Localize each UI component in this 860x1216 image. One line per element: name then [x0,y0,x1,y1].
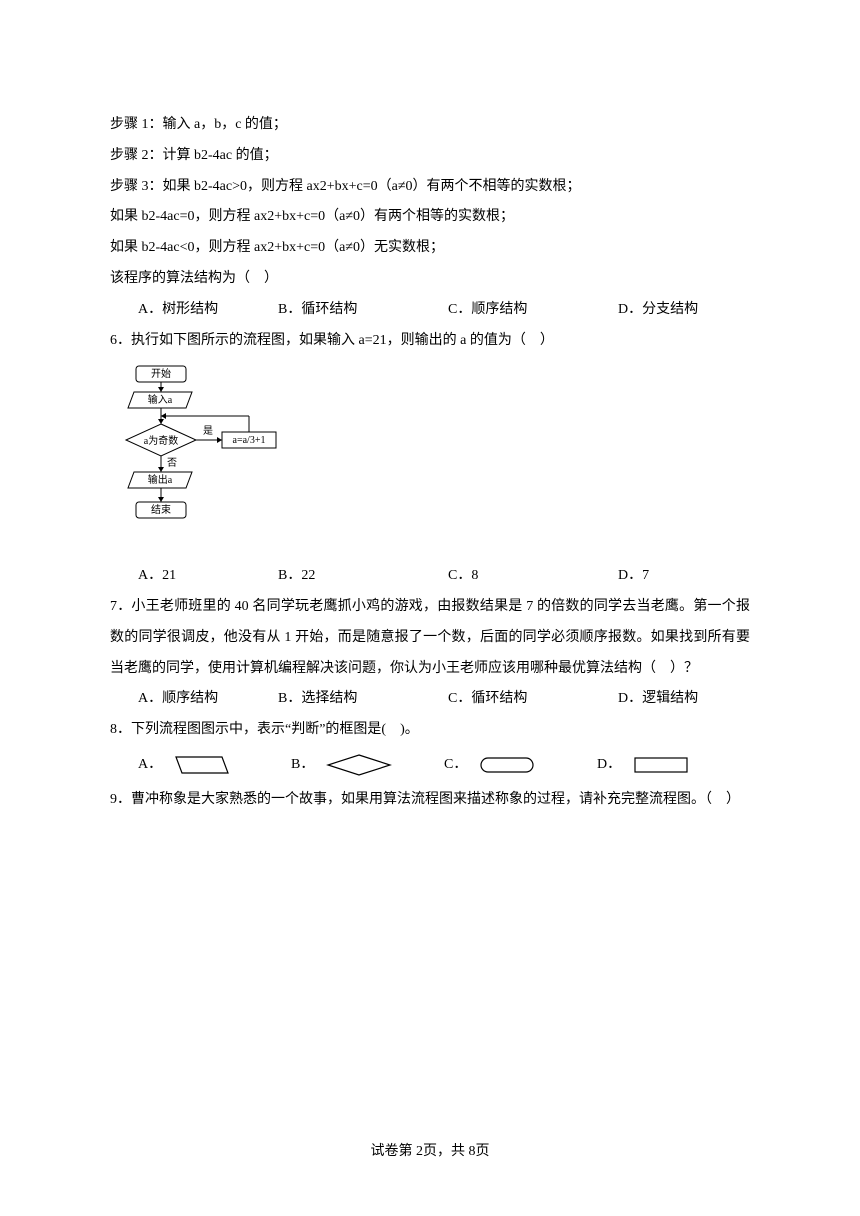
rect-icon [631,753,691,777]
page-footer: 试卷第 2页，共 8页 [0,1137,860,1168]
fc-input: 输入a [148,393,173,406]
fc-no-label: 否 [167,457,177,469]
q8-option-a[interactable]: A． [138,750,291,781]
q5-option-d[interactable]: D．分支结构 [618,295,758,326]
q5-option-a[interactable]: A．树形结构 [138,295,278,326]
q8-option-c[interactable]: C． [444,750,597,781]
q8-label-d: D． [597,750,621,781]
q6-options: A．21 B．22 C．8 D．7 [110,561,750,592]
q8-label-c: C． [444,750,467,781]
q6-stem: 6．执行如下图所示的流程图，如果输入 a=21，则输出的 a 的值为（ ） [110,326,750,357]
q8-label-b: B． [291,750,314,781]
q7-option-b[interactable]: B．选择结构 [278,684,448,715]
q6-option-b[interactable]: B．22 [278,561,448,592]
q9-stem: 9．曹冲称象是大家熟悉的一个故事，如果用算法流程图来描述称象的过程，请补充完整流… [110,785,750,816]
diamond-icon [324,752,394,778]
step-3b: 如果 b2-4ac=0，则方程 ax2+bx+c=0（a≠0）有两个相等的实数根… [110,202,750,233]
fc-output: 输出a [148,473,173,486]
q7-option-d[interactable]: D．逻辑结构 [618,684,758,715]
q8-label-a: A． [138,750,162,781]
q8-option-b[interactable]: B． [291,750,444,781]
q6-option-c[interactable]: C．8 [448,561,618,592]
parallelogram-icon [172,753,232,777]
q8-options: A． B． C． D． [110,750,750,781]
rounded-rect-icon [477,753,537,777]
q5-option-c[interactable]: C．顺序结构 [448,295,618,326]
step-3: 步骤 3：如果 b2-4ac>0，则方程 ax2+bx+c=0（a≠0）有两个不… [110,172,750,203]
q6-option-a[interactable]: A．21 [138,561,278,592]
fc-decision: a为奇数 [144,434,178,447]
q5-tail: 该程序的算法结构为（ ） [110,264,750,295]
q7-option-c[interactable]: C．循环结构 [448,684,618,715]
q8-option-d[interactable]: D． [597,750,750,781]
q5-option-b[interactable]: B．循环结构 [278,295,448,326]
step-2: 步骤 2：计算 b2-4ac 的值； [110,141,750,172]
fc-end: 结束 [151,503,171,516]
fc-process: a=a/3+1 [233,435,266,446]
q5-options: A．树形结构 B．循环结构 C．顺序结构 D．分支结构 [110,295,750,326]
fc-yes-label: 是 [203,425,213,437]
q7-option-a[interactable]: A．顺序结构 [138,684,278,715]
fc-start: 开始 [151,367,171,380]
q8-stem: 8．下列流程图图示中，表示“判断”的框图是( )。 [110,715,750,746]
q7-stem: 7．小王老师班里的 40 名同学玩老鹰抓小鸡的游戏，由报数结果是 7 的倍数的同… [110,592,750,684]
flowchart-diagram: 开始 输入a a为奇数 是 a=a/3+1 否 [110,362,280,555]
step-3c: 如果 b2-4ac<0，则方程 ax2+bx+c=0（a≠0）无实数根； [110,233,750,264]
q7-options: A．顺序结构 B．选择结构 C．循环结构 D．逻辑结构 [110,684,750,715]
q6-option-d[interactable]: D．7 [618,561,758,592]
step-1: 步骤 1：输入 a，b，c 的值； [110,110,750,141]
